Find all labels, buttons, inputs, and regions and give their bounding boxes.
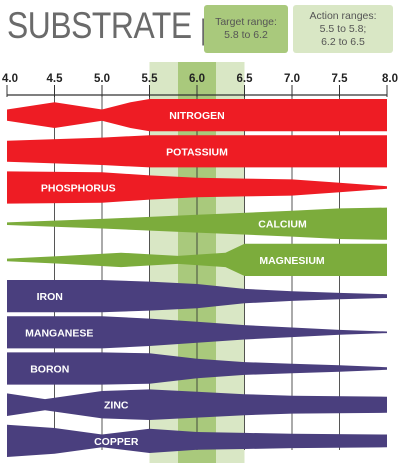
potassium-label: POTASSIUM	[166, 146, 228, 158]
magnesium-band	[7, 243, 387, 276]
potassium-band	[7, 135, 387, 168]
x-tick-label: 8.0	[382, 73, 398, 85]
legend-action-value-2: 6.2 to 6.5	[321, 35, 365, 48]
nitrogen-label: NITROGEN	[169, 110, 224, 122]
x-tick-label: 4.5	[47, 73, 64, 85]
nitrogen-band	[7, 99, 387, 132]
x-tick-label: 6.0	[189, 73, 205, 85]
x-tick-label: 5.0	[94, 73, 110, 85]
zinc-label: ZINC	[104, 400, 129, 412]
legend-action-value-1: 5.5 to 5.8;	[319, 22, 367, 35]
legend-action-ranges: Action ranges: 5.5 to 5.8; 6.2 to 6.5	[293, 5, 393, 53]
legend-target-label: Target range:	[215, 16, 277, 28]
copper-band	[7, 424, 387, 457]
calcium-label: CALCIUM	[258, 219, 307, 231]
boron-label: BORON	[30, 364, 69, 376]
x-tick-label: 5.5	[142, 73, 159, 85]
legend-target-value: 5.8 to 6.2	[224, 29, 268, 41]
zinc-band	[7, 389, 387, 420]
x-tick-label: 7.5	[332, 73, 349, 85]
manganese-label: MANGANESE	[25, 327, 93, 339]
x-tick-label: 4.0	[2, 73, 18, 85]
iron-label: IRON	[37, 291, 63, 303]
chart-title: SUBSTRATE pH	[7, 5, 240, 46]
phosphorus-band	[7, 171, 387, 204]
phosphorus-label: PHOSPHORUS	[41, 183, 116, 195]
boron-band	[7, 352, 387, 385]
x-tick-label: 7.0	[284, 73, 300, 85]
magnesium-label: MAGNESIUM	[259, 255, 325, 267]
x-tick-label: 6.5	[237, 73, 254, 85]
iron-band	[7, 280, 387, 313]
calcium-band	[7, 207, 387, 240]
legend-action-label: Action ranges:	[309, 9, 377, 22]
manganese-band	[7, 316, 387, 349]
copper-label: COPPER	[94, 436, 139, 448]
legend-target-range: Target range: 5.8 to 6.2	[204, 5, 288, 53]
